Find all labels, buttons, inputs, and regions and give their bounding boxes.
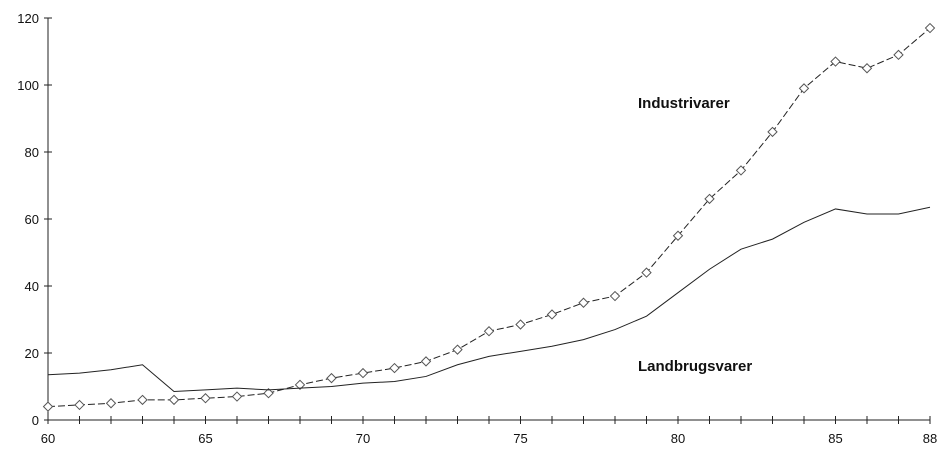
data-point — [515, 319, 526, 330]
data-point — [924, 22, 936, 34]
data-point — [294, 379, 306, 391]
data-point — [420, 356, 432, 367]
series-label-industrivarer: Industrivarer — [638, 95, 730, 112]
data-point — [767, 126, 778, 138]
data-point — [105, 398, 117, 409]
x-tick-label: 85 — [828, 431, 842, 446]
y-tick-label: 80 — [25, 145, 39, 160]
y-tick-label: 0 — [32, 413, 39, 428]
data-point — [137, 394, 148, 406]
data-point — [452, 344, 463, 355]
x-tick-label: 75 — [513, 431, 527, 446]
series-line-1 — [47, 206, 931, 393]
y-tick-label: 20 — [25, 346, 39, 361]
data-point — [42, 401, 54, 412]
data-point — [546, 309, 558, 320]
data-point — [704, 193, 715, 205]
data-point — [798, 83, 810, 94]
data-point — [672, 230, 684, 241]
series-line-0 — [47, 27, 931, 408]
x-tick-label: 80 — [671, 431, 685, 446]
y-tick-label: 120 — [17, 11, 39, 26]
data-point — [326, 372, 337, 384]
data-point — [200, 393, 211, 404]
data-point — [830, 56, 841, 67]
data-point — [231, 391, 243, 402]
data-point — [389, 362, 400, 374]
x-tick-label: 88 — [923, 431, 937, 446]
x-tick-label: 60 — [41, 431, 55, 446]
data-point — [609, 290, 621, 302]
x-tick-label: 70 — [356, 431, 370, 446]
data-point — [483, 326, 495, 337]
y-tick-label: 40 — [25, 279, 39, 294]
data-point — [861, 63, 873, 74]
data-point — [74, 399, 85, 411]
data-point — [578, 297, 589, 308]
series-layer — [42, 22, 936, 412]
y-tick-label: 100 — [17, 78, 39, 93]
data-point — [893, 49, 904, 61]
y-tick-label: 60 — [25, 212, 39, 227]
axes: 0 20 40 60 80 100 120 60 65 70 75 80 85 88 — [17, 11, 937, 446]
x-tick-label: 65 — [198, 431, 212, 446]
data-point — [641, 267, 652, 278]
data-point — [357, 367, 369, 379]
data-point — [735, 165, 747, 176]
data-point — [263, 387, 274, 399]
series-label-landbrugsvarer: Landbrugsvarer — [638, 358, 752, 375]
data-point — [168, 394, 180, 406]
